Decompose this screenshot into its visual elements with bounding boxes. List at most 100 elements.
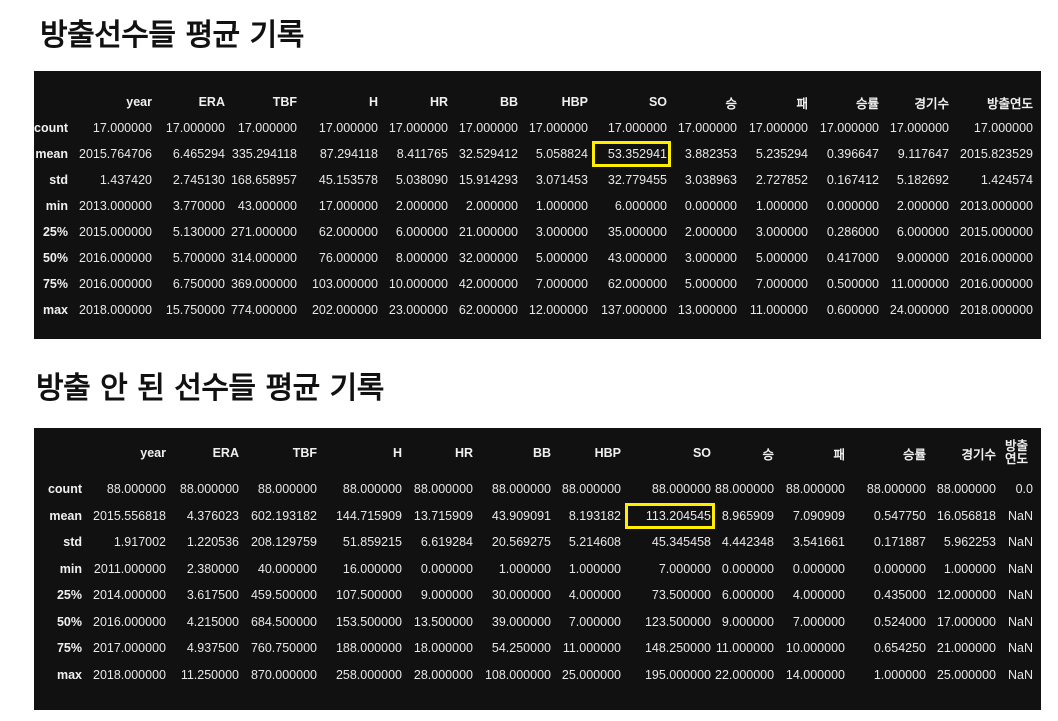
header-index-cell	[34, 430, 86, 476]
table-cell: 0.417000	[826, 251, 879, 265]
table-cell: 0.000000	[792, 561, 845, 576]
table-cell: 0.000000	[721, 561, 774, 576]
table-cell: 2016.000000	[79, 277, 152, 291]
table-cell: 11.000000	[715, 641, 774, 656]
table-cell: 88.000000	[257, 482, 317, 497]
table-cell: 103.000000	[311, 277, 378, 291]
table-cell: 1.000000	[943, 561, 996, 576]
table-cell: NaN	[1007, 614, 1033, 629]
table-cell: 7.000000	[755, 277, 808, 291]
table-cell: 17.000000	[889, 121, 949, 135]
table-cell: 8.965909	[721, 508, 774, 523]
table-cell: 0.171887	[873, 535, 926, 550]
table-cell: 870.000000	[250, 667, 317, 682]
table-cell: 369.000000	[230, 277, 297, 291]
table-row: 50% 2016.000000 4.215000 684.500000 153.5000…	[34, 609, 1037, 636]
table-cell: 760.750000	[250, 641, 317, 656]
table-cell: 14.000000	[785, 667, 845, 682]
table-cell: 17.000000	[677, 121, 737, 135]
table-cell: 13.000000	[677, 303, 737, 317]
column-header: 방출연도	[1004, 439, 1028, 466]
table-cell: 2017.000000	[93, 641, 166, 656]
table-cell: 2015.823529	[960, 147, 1033, 161]
column-header: 방출연도	[986, 96, 1033, 111]
table-cell: 17.000000	[92, 121, 152, 135]
table-cell: 7.000000	[535, 277, 588, 291]
table-cell: 17.000000	[388, 121, 448, 135]
table-cell: 25.000000	[936, 667, 996, 682]
table-row: min 2013.000000 3.770000 43.000000 17.000000…	[34, 193, 1037, 219]
table-cell: 32.779455	[607, 173, 667, 187]
table-cell: 13.500000	[413, 614, 473, 629]
table-cell: 1.000000	[755, 199, 808, 213]
table-cell: 1.437420	[99, 173, 152, 187]
table-cell: 54.250000	[491, 641, 551, 656]
table-cell: 17.000000	[528, 121, 588, 135]
table-cell: 5.700000	[172, 251, 225, 265]
table-cell: 0.435000	[873, 588, 926, 603]
table-row: 25% 2015.000000 5.130000 271.000000 62.00000…	[34, 219, 1037, 245]
table-cell: 6.000000	[614, 199, 667, 213]
table-cell: 2013.000000	[960, 199, 1033, 213]
table-cell: 21.000000	[936, 641, 996, 656]
table-cell: 0.167412	[826, 173, 879, 187]
table-cell: 17.000000	[318, 121, 378, 135]
row-label: max	[56, 667, 82, 682]
table-cell: 3.541661	[792, 535, 845, 550]
table-row: mean 2015.556818 4.376023 602.193182 144.715…	[34, 502, 1037, 529]
table-cell: 2016.000000	[93, 614, 166, 629]
row-label: std	[49, 173, 68, 187]
column-header: year	[126, 95, 152, 109]
column-header: TBF	[292, 446, 317, 460]
row-label: 50%	[56, 614, 82, 629]
table-cell: 6.750000	[172, 277, 225, 291]
section1-panel: year ERA TBF H HR BB HBP SO 승 패 승률 경기수 방출연도 count 17.…	[34, 71, 1041, 339]
table-cell: 7.090909	[792, 508, 845, 523]
column-header: ERA	[212, 446, 239, 460]
table-cell: NaN	[1007, 588, 1033, 603]
column-header: SO	[648, 95, 667, 109]
table-cell: 32.000000	[458, 251, 518, 265]
table-cell: 2016.000000	[79, 251, 152, 265]
table-cell: 2.000000	[465, 199, 518, 213]
table-cell: 2015.000000	[960, 225, 1033, 239]
table-cell: 16.000000	[342, 561, 402, 576]
table-cell: 8.193182	[568, 508, 621, 523]
table-cell: 6.619284	[420, 535, 473, 550]
table-cell: 76.000000	[318, 251, 378, 265]
table-cell: 12.000000	[528, 303, 588, 317]
table-cell: 2.727852	[755, 173, 808, 187]
row-label: 50%	[42, 251, 68, 265]
table-cell: 3.000000	[535, 225, 588, 239]
column-header: H	[392, 446, 402, 460]
table-cell: 2018.000000	[79, 303, 152, 317]
table-cell: 8.000000	[395, 251, 448, 265]
table-cell: 774.000000	[230, 303, 297, 317]
table-cell: 2.000000	[684, 225, 737, 239]
table-cell: 0.654250	[873, 641, 926, 656]
table-cell: 5.235294	[755, 147, 808, 161]
table-cell: 43.000000	[607, 251, 667, 265]
table-cell: 32.529412	[458, 147, 518, 161]
table-cell: 88.000000	[936, 482, 996, 497]
table-cell: 2016.000000	[960, 277, 1033, 291]
table-cell: 107.500000	[335, 588, 402, 603]
table-cell: 314.000000	[230, 251, 297, 265]
table-cell: 202.000000	[311, 303, 378, 317]
table-cell: 24.000000	[889, 303, 949, 317]
header-row: year ERA TBF H HR BB HBP SO 승 패 승률 경기수 방출연도	[34, 430, 1037, 476]
row-label: count	[34, 121, 69, 135]
table-cell: 18.000000	[413, 641, 473, 656]
table-cell: 208.129759	[250, 535, 317, 550]
row-label: 25%	[42, 225, 68, 239]
table-cell: 10.000000	[785, 641, 845, 656]
table-cell: 0.396647	[826, 147, 879, 161]
table-cell: 5.000000	[535, 251, 588, 265]
table-cell: 2015.000000	[79, 225, 152, 239]
table-cell: 1.000000	[535, 199, 588, 213]
table-cell: 1.220536	[186, 535, 239, 550]
table-cell: 0.286000	[826, 225, 879, 239]
section2-stats-table: year ERA TBF H HR BB HBP SO 승 패 승률 경기수 방출연도 count 88.…	[34, 430, 1037, 688]
table-cell: 11.000000	[562, 641, 621, 656]
column-header: HBP	[561, 95, 588, 109]
